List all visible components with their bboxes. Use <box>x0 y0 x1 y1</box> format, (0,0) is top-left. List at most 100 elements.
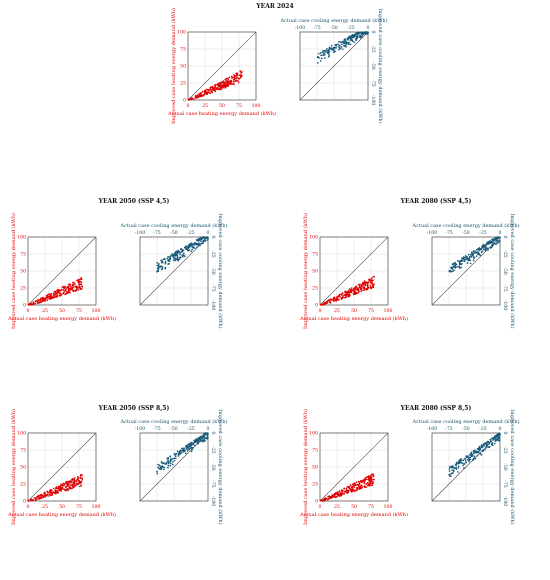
heating-point <box>29 302 32 305</box>
cooling-point <box>163 466 166 469</box>
heating-point <box>346 489 348 491</box>
cooling-point <box>174 457 177 460</box>
cooling-point <box>195 440 198 442</box>
heating-point <box>78 482 81 484</box>
heating-point <box>81 285 84 287</box>
heating-x-tick-label: 0 <box>319 308 322 314</box>
cooling-point <box>454 467 456 470</box>
cooling-point <box>197 437 200 440</box>
heating-point <box>64 289 67 292</box>
cooling-point <box>459 259 462 262</box>
cooling-x-tick-label: -75 <box>153 230 160 236</box>
cooling-point <box>346 37 349 40</box>
heating-point <box>350 490 353 492</box>
heating-x-tick-label: 0 <box>187 103 190 109</box>
cooling-point <box>200 240 203 243</box>
heating-y-tick-label: 75 <box>20 252 26 258</box>
cooling-point <box>324 57 326 59</box>
heating-point <box>361 486 363 489</box>
cooling-point <box>477 253 479 256</box>
cooling-point <box>200 242 203 245</box>
cooling-point <box>349 43 352 46</box>
cooling-point <box>448 270 451 273</box>
cooling-x-tick-label: -75 <box>153 426 160 432</box>
heating-y-axis-label: Improved case heating energy demand (kWh… <box>10 213 17 329</box>
cooling-point <box>196 438 199 441</box>
cooling-x-tick-label: -75 <box>445 426 452 432</box>
heating-point <box>79 280 81 283</box>
heating-point <box>80 278 83 281</box>
heating-point <box>367 484 369 487</box>
heating-point <box>359 486 362 489</box>
cooling-y-axis-label: Improved case cooling energy demand (kWh… <box>509 213 516 328</box>
cooling-point <box>341 48 344 51</box>
cooling-point <box>450 266 452 269</box>
heating-point <box>352 289 354 292</box>
cooling-y-tick-label: -75 <box>370 79 376 86</box>
heating-point <box>34 302 37 305</box>
heating-point <box>219 85 222 87</box>
heating-point <box>345 292 347 294</box>
cooling-point <box>346 38 349 41</box>
heating-point <box>212 88 215 91</box>
heating-y-tick-label: 100 <box>17 235 26 241</box>
heating-point <box>219 81 222 84</box>
cooling-x-tick-label: -75 <box>445 230 452 236</box>
heating-x-tick-label: 100 <box>384 504 393 510</box>
cooling-point <box>180 247 183 250</box>
cooling-reference-line <box>299 31 369 101</box>
cooling-x-tick-label: -25 <box>347 25 354 31</box>
cooling-point <box>317 55 319 58</box>
heating-point <box>350 287 353 289</box>
cooling-point <box>182 249 185 252</box>
cooling-point <box>157 466 159 469</box>
cooling-point <box>494 238 497 241</box>
cooling-point <box>474 250 476 253</box>
cooling-point <box>172 257 175 259</box>
cooling-point <box>190 250 193 253</box>
cooling-point <box>464 255 467 257</box>
cooling-y-tick-label: -100 <box>502 300 508 310</box>
cooling-point <box>491 441 494 444</box>
heating-point <box>76 279 78 282</box>
cooling-x-tick-label: -100 <box>135 426 145 432</box>
heating-point <box>352 484 355 486</box>
cooling-point <box>366 31 369 34</box>
heating-point <box>62 289 64 291</box>
heating-point <box>346 492 349 494</box>
heating-point <box>351 486 353 489</box>
heating-point <box>63 484 65 487</box>
cooling-y-tick-label: -75 <box>502 480 508 487</box>
cooling-point <box>328 50 330 53</box>
heating-point <box>354 484 356 486</box>
heating-point <box>334 299 337 301</box>
heating-point <box>341 297 343 300</box>
cooling-point <box>177 259 180 262</box>
heating-point <box>71 485 74 487</box>
heating-point <box>331 495 334 498</box>
heating-point <box>45 296 47 299</box>
heating-point <box>369 476 371 479</box>
heating-point <box>78 286 81 289</box>
heating-point <box>346 291 348 293</box>
heating-point <box>329 302 332 304</box>
heating-point <box>372 284 375 287</box>
cooling-point <box>454 261 456 264</box>
cooling-point <box>457 465 460 468</box>
heating-y-tick-label: 50 <box>20 269 26 275</box>
cooling-point <box>323 54 326 56</box>
cooling-x-tick-label: -75 <box>313 25 320 31</box>
heating-point <box>67 290 70 293</box>
heating-point <box>68 488 70 490</box>
cooling-point <box>476 454 479 457</box>
cooling-point <box>203 440 205 443</box>
heating-point <box>79 474 82 476</box>
cooling-frame <box>431 236 501 306</box>
cooling-point <box>197 440 199 443</box>
heating-point <box>230 75 233 78</box>
cooling-point <box>182 450 184 452</box>
cooling-point <box>161 465 163 468</box>
heating-x-tick-label: 50 <box>59 504 65 510</box>
heating-point <box>361 289 363 292</box>
